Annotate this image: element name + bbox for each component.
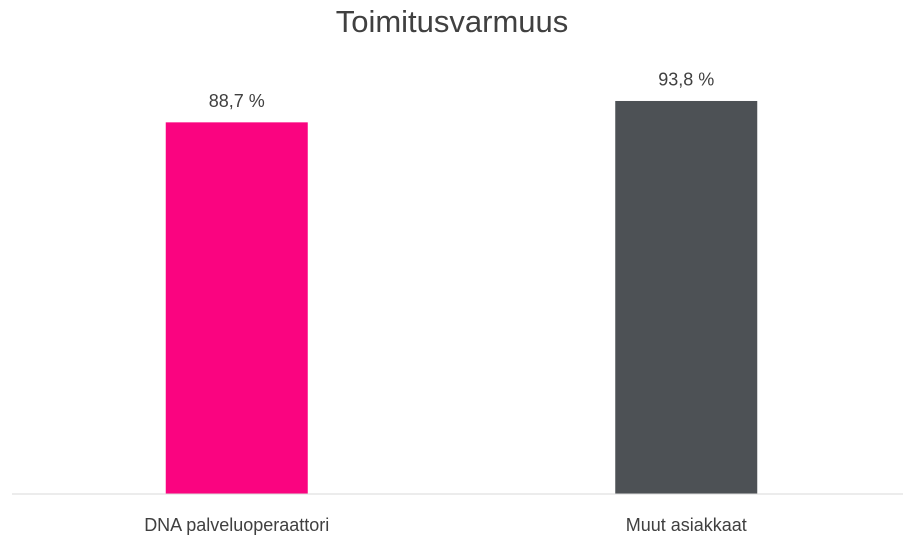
value-label: 88,7 % <box>209 91 265 111</box>
bar <box>165 122 308 495</box>
x-tick-label: Muut asiakkaat <box>626 515 747 535</box>
chart-title: Toimitusvarmuus <box>336 4 569 39</box>
bar <box>615 100 758 494</box>
x-tick-label: DNA palveluoperaattori <box>144 515 329 535</box>
value-label: 93,8 % <box>658 70 714 90</box>
